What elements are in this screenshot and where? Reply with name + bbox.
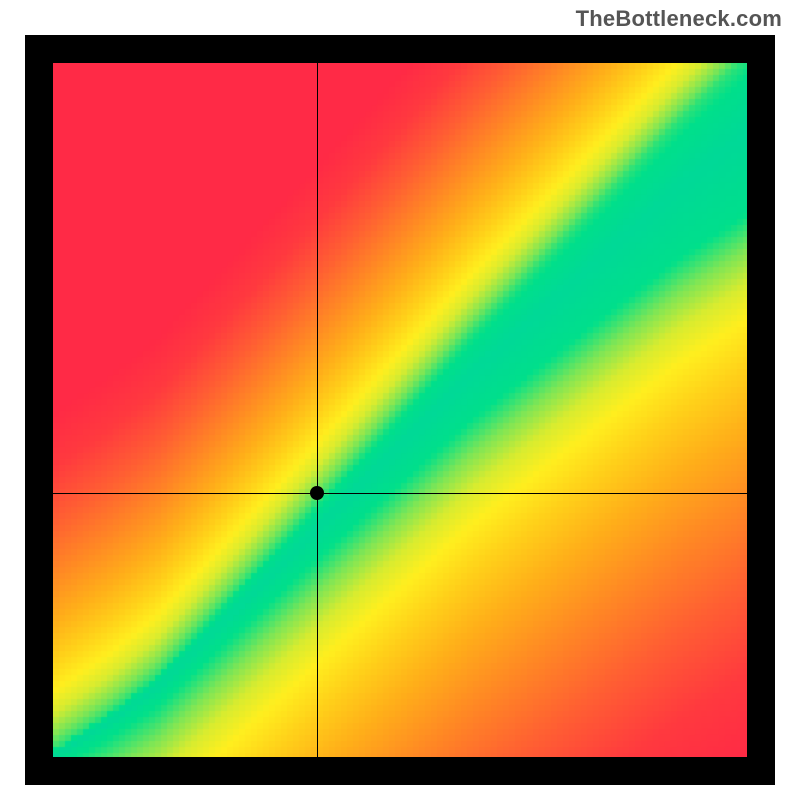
- heatmap-canvas: [53, 63, 747, 757]
- plot-frame: [25, 35, 775, 785]
- crosshair-vertical: [317, 63, 318, 757]
- plot-inner: [53, 63, 747, 757]
- watermark-text: TheBottleneck.com: [576, 6, 782, 32]
- data-point-marker: [310, 486, 324, 500]
- chart-container: TheBottleneck.com: [0, 0, 800, 800]
- crosshair-horizontal: [53, 493, 747, 494]
